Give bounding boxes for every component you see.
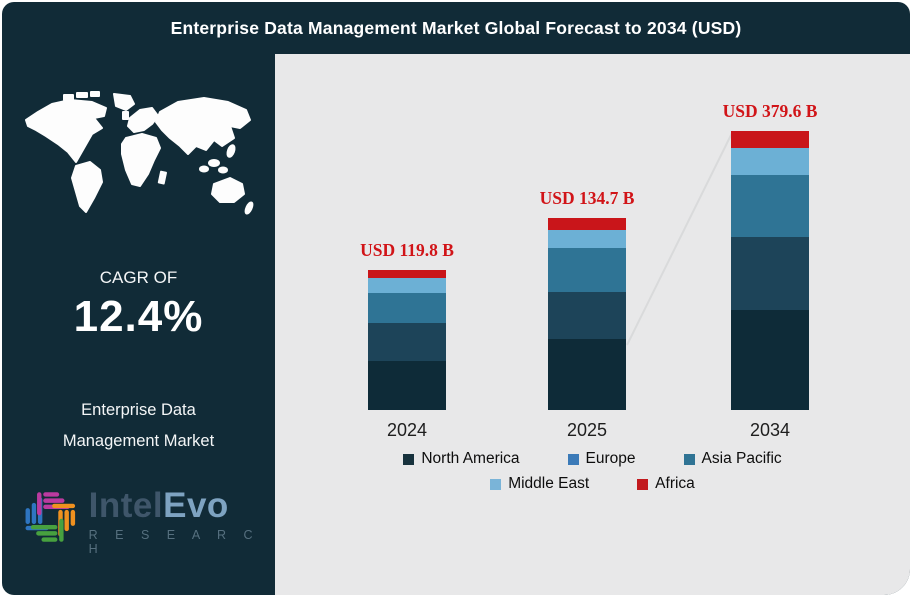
- bar-segment-asia-pacific: [548, 248, 626, 292]
- legend-item-middle-east: Middle East: [490, 475, 589, 493]
- legend-item-africa: Africa: [637, 475, 695, 493]
- legend-row: Middle East Africa: [275, 475, 910, 493]
- bar-segment-north-america: [731, 310, 809, 410]
- legend-row: North America Europe Asia Pacific: [275, 450, 910, 468]
- bar-segment-north-america: [368, 361, 446, 410]
- legend-swatch-asia-pacific: [683, 453, 695, 465]
- legend-label: Middle East: [508, 475, 590, 492]
- bar-total-label-2025: USD 134.7 B: [539, 188, 635, 208]
- x-axis-label-2034: 2034: [749, 420, 791, 440]
- x-axis-label-2025: 2025: [566, 420, 608, 440]
- market-name-line2: Management Market: [62, 432, 215, 450]
- brand-logo: IntelEvo R E S E A R C H: [22, 486, 275, 556]
- market-name: Enterprise Data Management Market: [2, 395, 275, 457]
- legend-swatch-middle-east: [490, 478, 502, 490]
- bar-segment-europe: [548, 292, 626, 339]
- sidebar: CAGR OF 12.4% Enterprise Data Management…: [2, 54, 275, 595]
- brand-name: IntelEvo: [89, 486, 275, 526]
- bar-2034: [731, 131, 809, 410]
- legend-swatch-europe: [567, 453, 579, 465]
- bar-2025: [548, 218, 626, 410]
- bar-2024: [368, 270, 446, 410]
- cagr-label: CAGR OF: [99, 268, 178, 287]
- trend-connector-line: [626, 130, 734, 346]
- bar-segment-middle-east: [368, 278, 446, 293]
- bar-segment-africa: [548, 218, 626, 230]
- world-map-icon: [25, 91, 254, 215]
- legend-item-asia-pacific: Asia Pacific: [683, 450, 782, 468]
- chart-legend: North America Europe Asia Pacific Middle Ea…: [275, 450, 910, 493]
- bar-segment-middle-east: [731, 148, 809, 175]
- bar-total-label-2034: USD 379.6 B: [722, 101, 818, 121]
- bar-segment-asia-pacific: [731, 175, 809, 237]
- header: Enterprise Data Management Market Global…: [2, 2, 910, 54]
- cagr-value: 12.4%: [73, 292, 204, 341]
- bar-segment-africa: [731, 131, 809, 148]
- logo-pinwheel-icon: [25, 492, 76, 542]
- bar-total-label-2024: USD 119.8 B: [360, 240, 454, 260]
- chart-panel: USD 119.8 B 2024 USD 134.7 B 2025 USD 379.6 …: [275, 54, 910, 595]
- legend-swatch-north-america: [403, 453, 415, 465]
- legend-label: North America: [421, 450, 520, 467]
- bar-segment-north-america: [548, 339, 626, 410]
- bar-segment-europe: [368, 323, 446, 361]
- bar-segment-middle-east: [548, 230, 626, 248]
- legend-label: Asia Pacific: [701, 450, 782, 467]
- brand-name-part2: Evo: [163, 486, 229, 525]
- legend-label: Africa: [655, 475, 695, 492]
- legend-item-europe: Europe: [567, 450, 636, 468]
- bar-segment-europe: [731, 237, 809, 310]
- brand-subtitle: R E S E A R C H: [88, 528, 260, 556]
- infographic-frame: Enterprise Data Management Market Global…: [2, 2, 910, 595]
- legend-item-north-america: North America: [403, 450, 520, 468]
- bar-segment-asia-pacific: [368, 293, 446, 323]
- bar-segment-africa: [368, 270, 446, 278]
- legend-swatch-africa: [637, 478, 649, 490]
- x-axis-label-2024: 2024: [386, 420, 428, 440]
- legend-label: Europe: [585, 450, 636, 467]
- brand-name-part1: Intel: [88, 486, 164, 525]
- page-title: Enterprise Data Management Market Global…: [170, 17, 742, 38]
- logo-text: IntelEvo R E S E A R C H: [89, 486, 275, 556]
- market-name-line1: Enterprise Data: [81, 401, 196, 419]
